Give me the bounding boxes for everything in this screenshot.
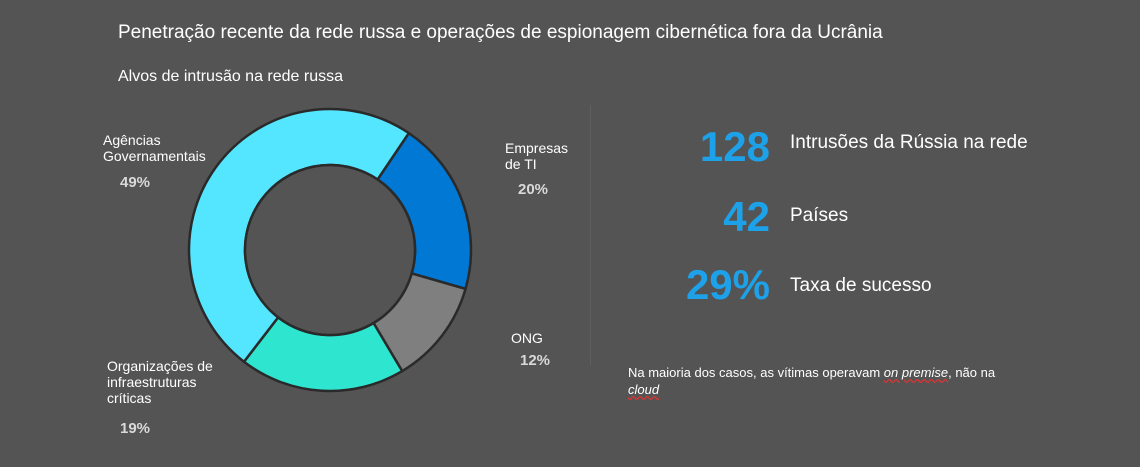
slice-label-gov: Agências Governamentais xyxy=(103,132,206,164)
slice-label-infra-line1: Organizações de xyxy=(107,358,213,374)
donut-hole xyxy=(243,163,417,337)
slice-label-it-line2: de TI xyxy=(505,156,537,172)
slice-label-ngo: ONG xyxy=(511,330,543,346)
slice-label-infra-line2: infraestruturas xyxy=(107,374,197,390)
chart-title: Alvos de intrusão na rede russa xyxy=(118,68,344,85)
stat-value-countries: 42 xyxy=(723,193,770,240)
slice-label-it-line1: Empresas xyxy=(505,140,569,156)
slice-pct-it: 20% xyxy=(518,181,549,198)
footnote-em-2: cloud xyxy=(628,382,660,397)
slice-label-ngo-line1: ONG xyxy=(511,330,543,346)
slice-label-infra-line3: críticas xyxy=(107,390,152,406)
slice-pct-infra: 19% xyxy=(120,420,151,437)
footnote-text-1: Na maioria dos casos, as vítimas operava… xyxy=(628,365,884,380)
stat-value-success-rate: 29% xyxy=(685,261,770,308)
slice-pct-gov: 49% xyxy=(120,174,151,191)
stat-label-intrusions: Intrusões da Rússia na rede xyxy=(790,132,1028,153)
slice-label-gov-line2: Governamentais xyxy=(103,148,206,164)
footnote-text-2: , não na xyxy=(948,365,996,380)
stat-label-success-rate: Taxa de sucesso xyxy=(790,275,932,296)
footnote-em-1: on premise xyxy=(883,365,949,380)
slice-label-it: Empresas de TI xyxy=(505,140,568,172)
footnote: Na maioria dos casos, as vítimas operava… xyxy=(628,364,1008,398)
slice-label-gov-line1: Agências xyxy=(103,132,161,148)
slice-pct-ngo: 12% xyxy=(520,352,551,369)
stat-value-intrusions: 128 xyxy=(699,123,770,170)
slice-label-infra: Organizações de infraestruturas críticas xyxy=(107,358,213,406)
stat-label-countries: Países xyxy=(790,205,849,226)
page-title: Penetração recente da rede russa e opera… xyxy=(118,22,883,43)
divider xyxy=(590,105,591,365)
